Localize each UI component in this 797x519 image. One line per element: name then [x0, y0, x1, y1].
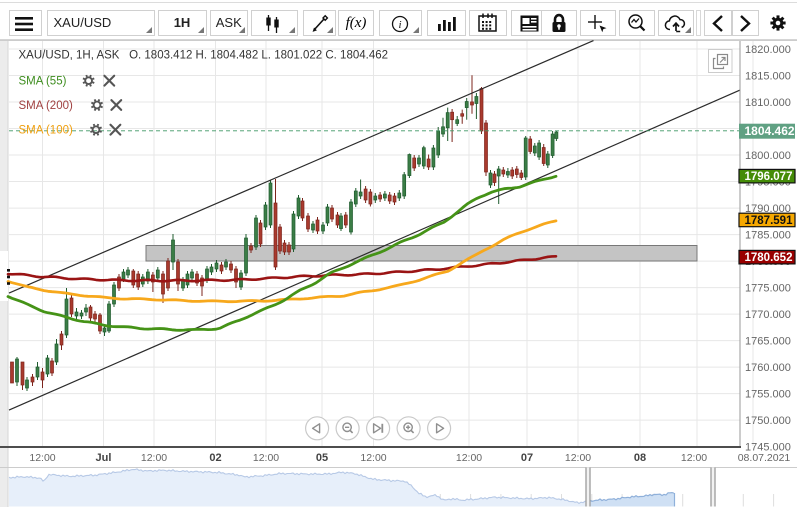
svg-text:07: 07	[521, 452, 533, 464]
svg-text:1815.000: 1815.000	[745, 70, 791, 82]
svg-text:1750.000: 1750.000	[745, 415, 791, 427]
svg-text:12:00: 12:00	[456, 452, 482, 464]
svg-text:08.07.2021: 08.07.2021	[738, 452, 791, 464]
svg-text:12:00: 12:00	[29, 452, 55, 464]
svg-text:1765.000: 1765.000	[745, 335, 791, 347]
svg-text:02: 02	[209, 452, 221, 464]
svg-text:1820.000: 1820.000	[745, 44, 791, 56]
svg-text:i: i	[399, 19, 402, 31]
svg-text:XAU/USD, 1H, ASK O. 1803.412: XAU/USD, 1H, ASK O. 1803.412 H. 1804.482…	[19, 49, 389, 61]
svg-text:12:00: 12:00	[681, 452, 707, 464]
svg-text:1780.652: 1780.652	[745, 252, 793, 264]
svg-text:12:00: 12:00	[360, 452, 386, 464]
svg-text:12:00: 12:00	[253, 452, 279, 464]
svg-text:1804.462: 1804.462	[745, 124, 795, 138]
svg-text:12:00: 12:00	[141, 452, 167, 464]
svg-text:1787.591: 1787.591	[745, 215, 794, 227]
svg-text:1745.000: 1745.000	[745, 441, 791, 453]
svg-text:1796.077: 1796.077	[745, 171, 793, 183]
svg-text:05: 05	[316, 452, 328, 464]
svg-text:SMA (100): SMA (100)	[19, 125, 73, 137]
svg-text:SMA (55): SMA (55)	[19, 76, 67, 88]
svg-text:08: 08	[634, 452, 646, 464]
svg-text:12:00: 12:00	[565, 452, 591, 464]
svg-text:SMA (200): SMA (200)	[19, 100, 73, 112]
svg-text:1770.000: 1770.000	[745, 309, 791, 321]
svg-text:1785.000: 1785.000	[745, 229, 791, 241]
svg-text:1760.000: 1760.000	[745, 362, 791, 374]
svg-text:1790.000: 1790.000	[745, 203, 791, 215]
svg-text:1775.000: 1775.000	[745, 282, 791, 294]
svg-text:Jul: Jul	[96, 452, 112, 464]
svg-text:1800.000: 1800.000	[745, 150, 791, 162]
svg-text:1810.000: 1810.000	[745, 97, 791, 109]
svg-text:1755.000: 1755.000	[745, 388, 791, 400]
